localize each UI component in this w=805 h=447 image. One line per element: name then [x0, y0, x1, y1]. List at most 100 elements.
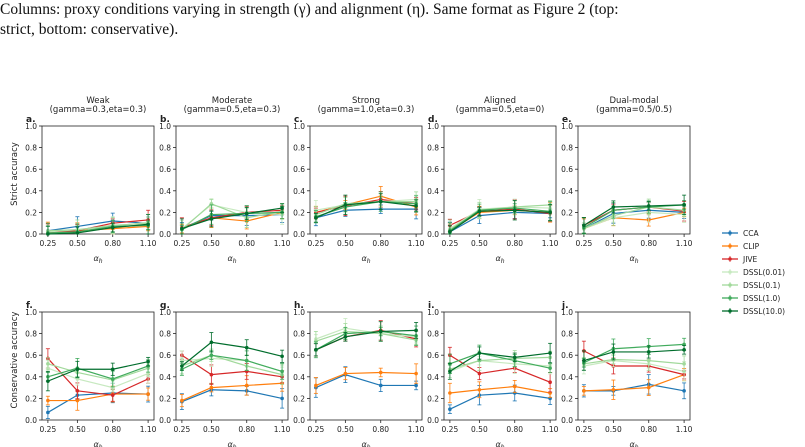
- series-line: [181, 207, 283, 230]
- series-dssl100: [447, 342, 553, 380]
- series-cca: [581, 374, 687, 400]
- x-axis-label: αh: [361, 254, 370, 265]
- series-line: [315, 371, 417, 386]
- data-point: [378, 199, 383, 204]
- caption-line-1: Columns: proxy conditions varying in str…: [0, 1, 619, 18]
- series-line: [47, 361, 149, 382]
- column-subtitle-2: (gamma=0.5,eta=0.3): [184, 105, 281, 115]
- panel-letter: d.: [428, 115, 438, 125]
- series-clip: [581, 368, 687, 400]
- y-tick-label: 0.6: [159, 351, 171, 360]
- y-tick-label: 0.8: [293, 330, 305, 339]
- series-dssl01: [313, 323, 419, 352]
- panel-f: f. 0.0 0.2 0.4 0.6 0.8 1.0 0.25 0.50 0.80 1.10 αh: [25, 301, 157, 447]
- x-tick-label: 0.80: [238, 425, 255, 434]
- column-subtitle-3: (gamma=1.0,eta=0.3): [318, 105, 415, 115]
- legend-label: DSSL(1.0): [743, 294, 780, 303]
- y-tick-label: 0.6: [561, 165, 573, 174]
- data-point: [548, 380, 552, 385]
- column-title-5: Dual-modal: [609, 96, 658, 106]
- series-dssl100: [45, 356, 151, 392]
- data-point: [75, 231, 80, 235]
- x-tick-label: 0.25: [576, 239, 593, 248]
- series-cca: [313, 366, 419, 398]
- legend-entry-cca: CCA: [722, 229, 759, 238]
- series-line: [181, 354, 283, 378]
- x-axis-label: αh: [227, 440, 236, 447]
- x-tick-label: 0.50: [471, 239, 488, 248]
- data-point: [343, 203, 348, 207]
- x-tick-label: 1.10: [676, 425, 693, 434]
- data-point: [582, 223, 586, 228]
- y-tick-label: 0.4: [159, 187, 171, 196]
- data-point: [46, 379, 50, 383]
- x-tick-label: 0.80: [238, 239, 255, 248]
- x-tick-label: 1.10: [408, 425, 425, 434]
- data-point: [314, 216, 318, 220]
- data-point: [414, 204, 418, 208]
- data-point: [75, 367, 80, 372]
- series-line: [583, 349, 685, 362]
- y-tick-label: 0.8: [159, 330, 171, 339]
- x-tick-label: 0.80: [506, 239, 523, 248]
- series-line: [583, 350, 685, 376]
- data-point: [477, 209, 482, 214]
- data-point: [512, 208, 517, 213]
- series-dssl001: [179, 198, 285, 235]
- x-tick-label: 0.25: [442, 239, 459, 248]
- series-line: [449, 385, 551, 394]
- x-axis-label: αh: [629, 254, 638, 265]
- series-line: [181, 354, 283, 376]
- data-point: [548, 210, 552, 215]
- y-tick-label: 0.4: [293, 373, 305, 382]
- plot-frame: [41, 125, 155, 235]
- data-point: [314, 383, 318, 388]
- data-point: [378, 329, 383, 334]
- x-tick-label: 0.50: [337, 425, 354, 434]
- data-point: [280, 206, 284, 210]
- legend-label: DSSL(0.01): [743, 268, 785, 277]
- series-line: [47, 363, 149, 381]
- y-tick-label: 0.8: [561, 330, 573, 339]
- series-line: [449, 211, 551, 233]
- plot-frame: [309, 311, 423, 421]
- series-clip: [45, 385, 151, 411]
- row-ylabel-strict: Strict accuracy: [10, 142, 20, 206]
- x-tick-label: 0.50: [69, 425, 86, 434]
- series-line: [181, 211, 283, 231]
- series-dssl01: [447, 200, 553, 235]
- data-point: [343, 371, 348, 376]
- series-line: [181, 389, 283, 403]
- legend-label: DSSL(10.0): [743, 307, 785, 316]
- panel-a: a. 0.0 0.2 0.4 0.6 0.8 1.0 0.25 0.50 0.80 1.10 αh: [25, 115, 157, 265]
- y-tick-label: 0.8: [159, 144, 171, 153]
- plot-frame: [41, 311, 155, 421]
- panel-b: b. 0.0 0.2 0.4 0.6 0.8 1.0 0.25 0.50 0.80 1.10 αh: [159, 115, 291, 265]
- y-tick-label: 1.0: [427, 308, 439, 317]
- series-line: [449, 209, 551, 233]
- series-line: [181, 382, 283, 402]
- y-tick-label: 0.6: [427, 351, 439, 360]
- panel-c: c. 0.0 0.2 0.4 0.6 0.8 1.0 0.25 0.50 0.80 1.10 αh: [293, 115, 425, 265]
- data-point: [146, 359, 150, 364]
- legend-entry-dssl100: DSSL(10.0): [722, 307, 785, 316]
- legend: CCA CLIP JIVE DSSL(0.01) DSSL(0.1) DSSL(1.0) D…: [722, 229, 785, 316]
- y-tick-label: 0.6: [25, 351, 37, 360]
- y-tick-label: 0.4: [561, 373, 573, 382]
- data-point: [682, 362, 686, 366]
- series-line: [449, 356, 551, 370]
- x-tick-label: 0.50: [337, 239, 354, 248]
- x-tick-label: 0.25: [576, 425, 593, 434]
- data-point: [378, 383, 383, 388]
- series-dssl100: [581, 194, 687, 234]
- x-tick-label: 1.10: [542, 425, 559, 434]
- y-tick-label: 0.4: [159, 373, 171, 382]
- data-point: [414, 328, 418, 333]
- series-line: [449, 392, 551, 410]
- y-tick-label: 0.0: [25, 230, 37, 239]
- data-point: [314, 348, 318, 352]
- y-tick-label: 0.8: [293, 144, 305, 153]
- panel-e: e. 0.0 0.2 0.4 0.6 0.8 1.0 0.25 0.50 0.80 1.10 αh: [561, 115, 693, 265]
- data-point: [378, 370, 383, 375]
- x-tick-label: 1.10: [274, 425, 291, 434]
